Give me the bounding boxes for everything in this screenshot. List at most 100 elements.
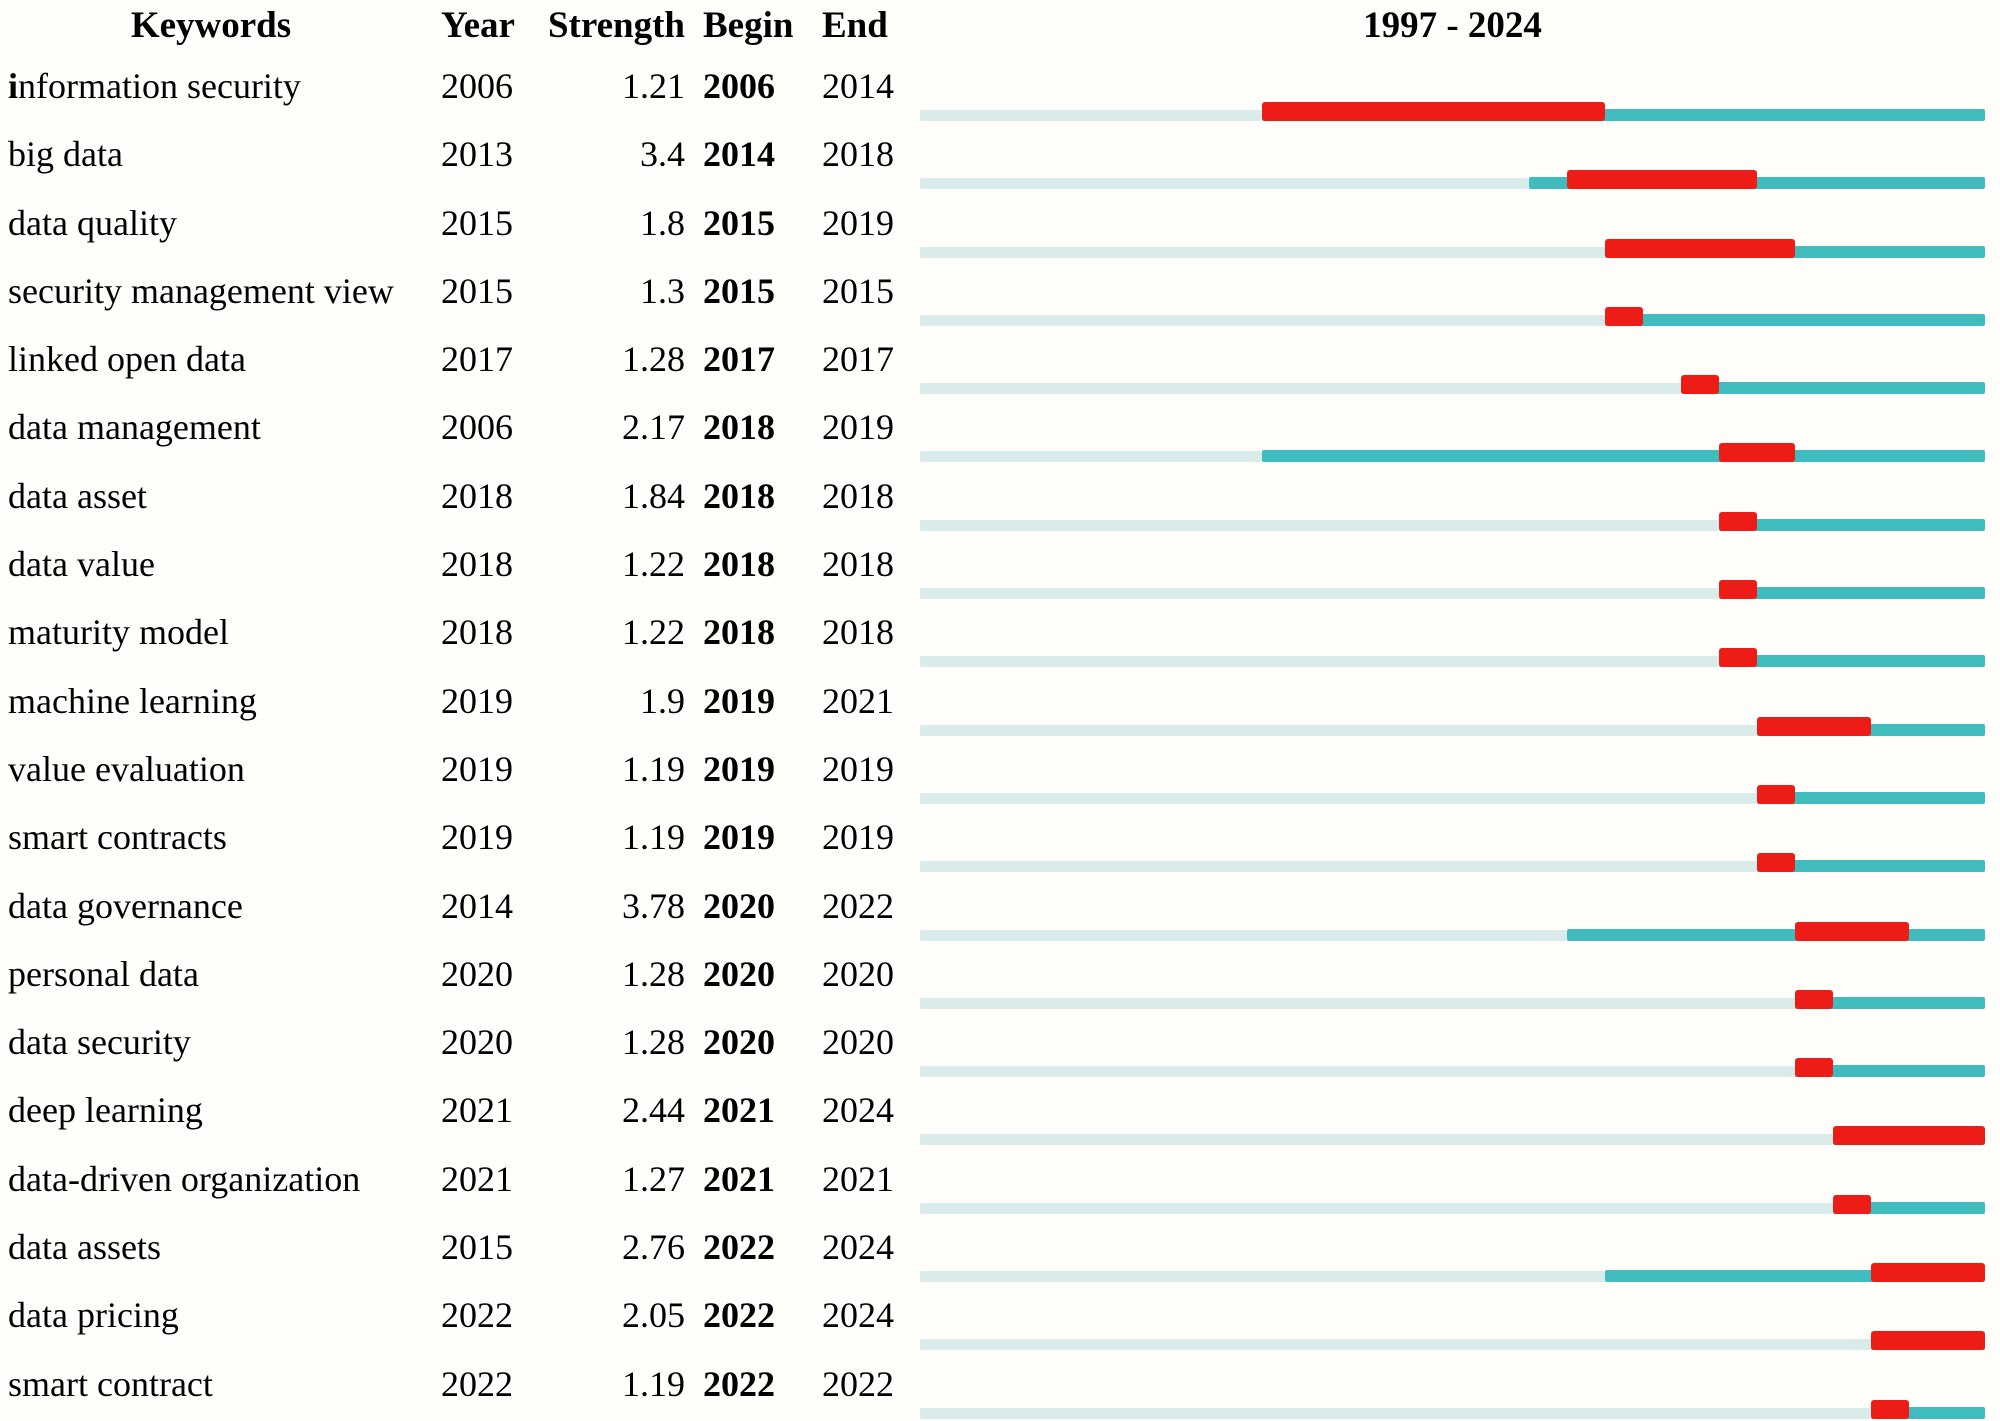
keyword-label: deep learning: [8, 1090, 203, 1131]
table-row: big data 2013 3.4 2014 2018: [0, 122, 2000, 190]
timeline-track: [920, 579, 1985, 600]
burst-segment: [1794, 921, 1909, 941]
pre-appearance-segment: [920, 656, 1719, 668]
keyword-label: data-driven organization: [8, 1158, 361, 1199]
active-segment: [1604, 313, 1985, 326]
pre-appearance-segment: [920, 997, 1795, 1009]
keyword-label: information security: [8, 66, 301, 106]
strength-value: 1.9: [640, 680, 685, 721]
strength-value: 1.3: [640, 270, 685, 311]
burst-segment: [1604, 306, 1643, 326]
burst-segment: [1718, 443, 1795, 463]
keyword-label: maturity model: [8, 612, 229, 653]
strength-value: 1.28: [622, 953, 685, 994]
table-row: data-driven organization 2021 1.27 2021 …: [0, 1147, 2000, 1215]
year-value: 2015: [441, 270, 513, 311]
strength-value: 2.76: [622, 1227, 685, 1268]
year-value: 2014: [441, 885, 513, 926]
end-value: 2020: [822, 953, 894, 994]
burst-segment: [1832, 1194, 1871, 1214]
end-value: 2018: [822, 544, 894, 585]
active-segment: [1794, 1065, 1985, 1078]
begin-value: 2022: [703, 1295, 775, 1336]
begin-value: 2021: [703, 1158, 775, 1199]
timeline-track: [920, 852, 1985, 873]
table-row: data management 2006 2.17 2018 2019: [0, 395, 2000, 463]
table-row: data quality 2015 1.8 2015 2019: [0, 191, 2000, 259]
active-segment: [1262, 450, 1985, 463]
strength-value: 2.44: [622, 1090, 685, 1131]
end-value: 2014: [822, 66, 894, 106]
burst-segment: [1718, 511, 1757, 531]
strength-value: 3.78: [622, 885, 685, 926]
year-value: 2006: [441, 407, 513, 448]
timeline-track: [920, 238, 1985, 258]
active-segment: [1718, 587, 1985, 600]
table-row: data asset 2018 1.84 2018 2018: [0, 464, 2000, 532]
end-value: 2024: [822, 1090, 894, 1131]
table-row: maturity model 2018 1.22 2018 2018: [0, 600, 2000, 668]
year-value: 2019: [441, 817, 513, 858]
year-value: 2020: [441, 953, 513, 994]
strength-value: 1.84: [622, 475, 685, 516]
year-value: 2022: [441, 1363, 513, 1404]
pre-appearance-segment: [920, 861, 1757, 873]
keyword-label: data management: [8, 407, 261, 448]
begin-value: 2020: [703, 953, 775, 994]
column-header-strength: Strength: [547, 5, 685, 46]
active-segment: [1718, 518, 1985, 531]
strength-value: 1.28: [622, 339, 685, 380]
keyword-label: data pricing: [8, 1295, 179, 1336]
pre-appearance-segment: [920, 1202, 1833, 1214]
active-segment: [1832, 1201, 1985, 1214]
begin-value: 2018: [703, 544, 775, 585]
active-segment: [1566, 928, 1985, 941]
table-row: linked open data 2017 1.28 2017 2017: [0, 327, 2000, 395]
end-value: 2019: [822, 817, 894, 858]
year-value: 2019: [441, 748, 513, 789]
begin-value: 2022: [703, 1363, 775, 1404]
timeline-track: [920, 716, 1985, 736]
strength-value: 1.21: [622, 66, 685, 106]
keyword-label: data security: [8, 1022, 191, 1063]
table-row: machine learning 2019 1.9 2019 2021: [0, 669, 2000, 737]
end-value: 2022: [822, 1363, 894, 1404]
keyword-label: data asset: [8, 475, 147, 516]
strength-value: 1.19: [622, 817, 685, 858]
burst-segment: [1262, 102, 1605, 121]
burst-segment: [1718, 580, 1757, 600]
burst-segment: [1870, 1263, 1985, 1283]
pre-appearance-segment: [920, 383, 1681, 395]
burst-segment: [1566, 170, 1757, 190]
begin-value: 2006: [703, 66, 775, 106]
strength-value: 1.19: [622, 1363, 685, 1404]
strength-value: 1.22: [622, 612, 685, 653]
keyword-label: personal data: [8, 953, 199, 994]
keyword-label: smart contracts: [8, 817, 227, 858]
timeline-track: [920, 306, 1985, 326]
burst-segment: [1794, 1058, 1833, 1078]
keyword-label: machine learning: [8, 680, 257, 721]
pre-appearance-segment: [920, 1066, 1795, 1078]
table-row: personal data 2020 1.28 2020 2020: [0, 942, 2000, 1010]
burst-segment: [1604, 238, 1795, 258]
year-value: 2020: [441, 1022, 513, 1063]
end-value: 2024: [822, 1227, 894, 1268]
table-row: value evaluation 2019 1.19 2019 2019: [0, 737, 2000, 805]
year-value: 2022: [441, 1295, 513, 1336]
strength-value: 1.22: [622, 544, 685, 585]
strength-value: 2.05: [622, 1295, 685, 1336]
begin-value: 2019: [703, 680, 775, 721]
table-row: smart contracts 2019 1.19 2019 2019: [0, 805, 2000, 873]
active-segment: [1680, 382, 1985, 395]
timeline-track: [920, 921, 1985, 941]
end-value: 2022: [822, 885, 894, 926]
table-row: security management view 2015 1.3 2015 2…: [0, 259, 2000, 327]
end-value: 2024: [822, 1295, 894, 1336]
timeline-track: [920, 1330, 1985, 1351]
year-value: 2018: [441, 475, 513, 516]
begin-value: 2020: [703, 1022, 775, 1063]
column-header-year: Year: [441, 5, 515, 46]
strength-value: 1.28: [622, 1022, 685, 1063]
begin-value: 2019: [703, 748, 775, 789]
